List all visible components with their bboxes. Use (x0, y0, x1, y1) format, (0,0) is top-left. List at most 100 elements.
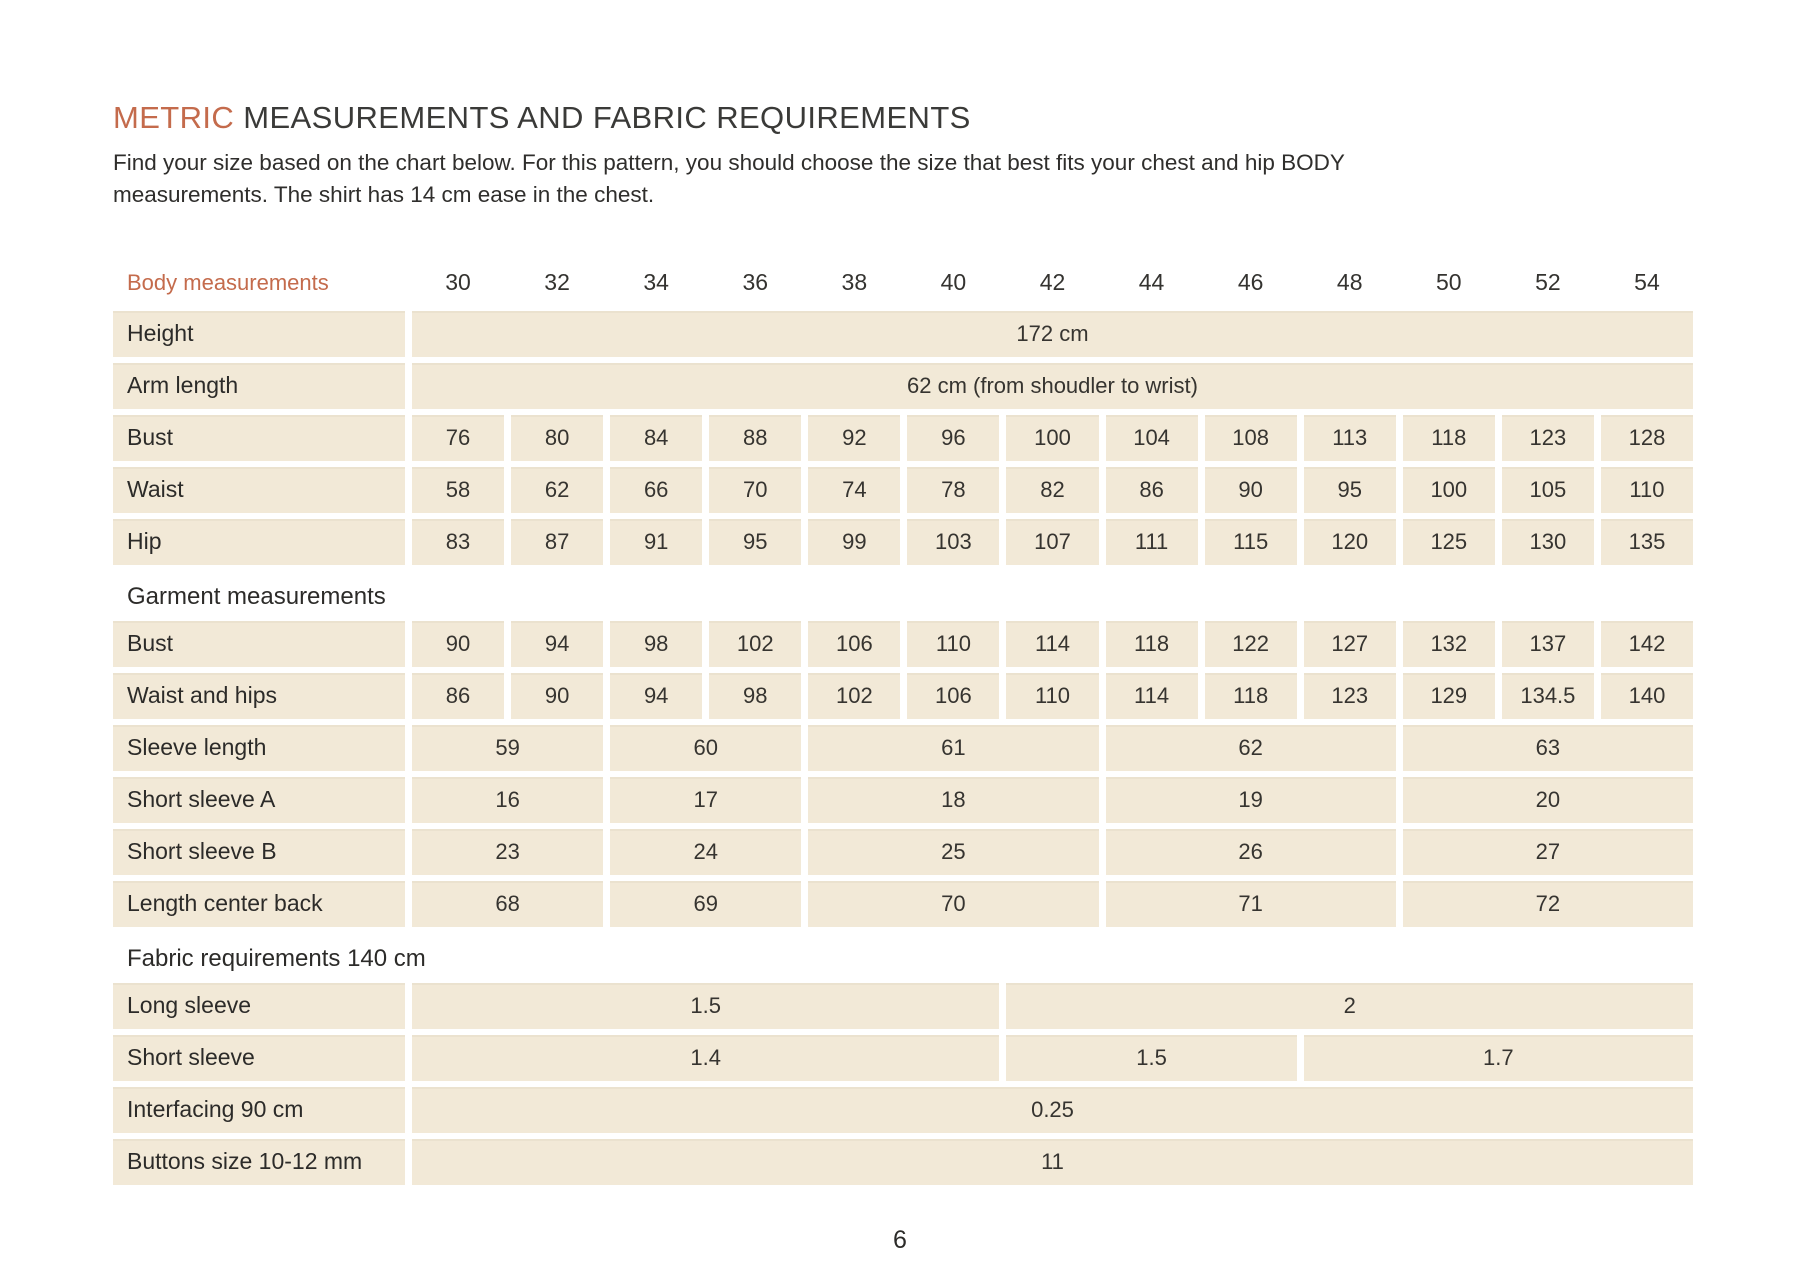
value-cell: 125 (1402, 518, 1495, 565)
value-cell: 98 (709, 672, 802, 719)
value-cell: 19 (1105, 776, 1396, 823)
value-cell: 1.4 (412, 1034, 1000, 1081)
value-cell: 58 (412, 466, 505, 513)
value-cell: 1.5 (1006, 1034, 1297, 1081)
value-cell: 142 (1600, 620, 1693, 667)
size-column-header: 38 (841, 268, 868, 295)
value-cell: 110 (907, 620, 1000, 667)
value-cell: 68 (412, 880, 604, 927)
value-cell: 107 (1006, 518, 1099, 565)
row-label: Waist and hips (113, 672, 405, 719)
intro-text: Find your size based on the chart below.… (113, 147, 1693, 211)
row-label: Short sleeve (113, 1034, 405, 1081)
row-label: Hip (113, 518, 405, 565)
size-column-header: 36 (742, 268, 769, 295)
value-cell: 129 (1402, 672, 1495, 719)
value-cell: 127 (1303, 620, 1396, 667)
row-label: Sleeve length (113, 724, 405, 771)
value-cell: 59 (412, 724, 604, 771)
value-cell: 135 (1600, 518, 1693, 565)
value-cell: 70 (709, 466, 802, 513)
value-cell: 98 (610, 620, 703, 667)
value-cell: 95 (709, 518, 802, 565)
value-cell: 1.5 (412, 982, 1000, 1029)
value-cell: 90 (1204, 466, 1297, 513)
value-cell: 86 (1105, 466, 1198, 513)
value-cell: 120 (1303, 518, 1396, 565)
row-label: Short sleeve B (113, 828, 405, 875)
value-cell: 108 (1204, 414, 1297, 461)
row-label: Waist (113, 466, 405, 513)
value-cell: 110 (1600, 466, 1693, 513)
page-number: 6 (893, 1226, 907, 1254)
size-column-header: 50 (1436, 268, 1462, 295)
value-cell: 62 cm (from shoudler to wrist) (412, 362, 1693, 409)
value-cell: 17 (610, 776, 802, 823)
value-cell: 94 (610, 672, 703, 719)
value-cell: 78 (907, 466, 1000, 513)
value-cell: 118 (1105, 620, 1198, 667)
intro-line-2: measurements. The shirt has 14 cm ease i… (113, 182, 655, 208)
value-cell: 106 (808, 620, 901, 667)
value-cell: 87 (511, 518, 604, 565)
value-cell: 92 (808, 414, 901, 461)
row-label: Length center back (113, 880, 405, 927)
row-label: Buttons size 10-12 mm (113, 1138, 405, 1185)
value-cell: 70 (808, 880, 1099, 927)
page-title: METRIC MEASUREMENTS AND FABRIC REQUIREME… (113, 100, 1693, 135)
value-cell: 83 (412, 518, 505, 565)
value-cell: 16 (412, 776, 604, 823)
value-cell: 88 (709, 414, 802, 461)
size-table: Body measurements 30 32 34 36 38 40 42 44 46 48 50 5… (113, 265, 1693, 1185)
title-rest: MEASUREMENTS AND FABRIC REQUIREMENTS (234, 100, 971, 135)
value-cell: 11 (412, 1138, 1693, 1185)
value-cell: 100 (1402, 466, 1495, 513)
value-cell: 95 (1303, 466, 1396, 513)
value-cell: 61 (808, 724, 1099, 771)
value-cell: 123 (1501, 414, 1594, 461)
value-cell: 1.7 (1303, 1034, 1693, 1081)
content-area: METRIC MEASUREMENTS AND FABRIC REQUIREME… (113, 100, 1693, 1185)
size-column-header: 54 (1634, 268, 1660, 295)
value-cell: 102 (709, 620, 802, 667)
size-column-header: 34 (643, 268, 669, 295)
value-cell: 172 cm (412, 310, 1693, 357)
value-cell: 84 (610, 414, 703, 461)
value-cell: 118 (1402, 414, 1495, 461)
value-cell: 140 (1600, 672, 1693, 719)
row-label: Arm length (113, 362, 405, 409)
value-cell: 71 (1105, 880, 1396, 927)
size-column-header: 42 (1039, 268, 1066, 295)
value-cell: 113 (1303, 414, 1396, 461)
section-heading: Fabric requirements 140 cm (127, 944, 426, 972)
intro-line-1: Find your size based on the chart below.… (113, 150, 1345, 176)
value-cell: 62 (511, 466, 604, 513)
value-cell: 82 (1006, 466, 1099, 513)
value-cell: 105 (1501, 466, 1594, 513)
value-cell: 103 (907, 518, 1000, 565)
size-column-header: 44 (1138, 268, 1165, 295)
row-label: Short sleeve A (113, 776, 405, 823)
value-cell: 69 (610, 880, 802, 927)
value-cell: 106 (907, 672, 1000, 719)
size-column-header: 32 (544, 268, 570, 295)
value-cell: 122 (1204, 620, 1297, 667)
value-cell: 86 (412, 672, 505, 719)
value-cell: 20 (1402, 776, 1693, 823)
value-cell: 102 (808, 672, 901, 719)
row-label: Long sleeve (113, 982, 405, 1029)
value-cell: 134.5 (1501, 672, 1594, 719)
value-cell: 114 (1105, 672, 1198, 719)
value-cell: 111 (1105, 518, 1198, 565)
value-cell: 90 (511, 672, 604, 719)
row-label: Bust (113, 414, 405, 461)
row-label: Bust (113, 620, 405, 667)
value-cell: 76 (412, 414, 505, 461)
value-cell: 104 (1105, 414, 1198, 461)
value-cell: 66 (610, 466, 703, 513)
table-header-label: Body measurements (127, 269, 329, 295)
row-label: Height (113, 310, 405, 357)
value-cell: 94 (511, 620, 604, 667)
row-label: Interfacing 90 cm (113, 1086, 405, 1133)
value-cell: 130 (1501, 518, 1594, 565)
